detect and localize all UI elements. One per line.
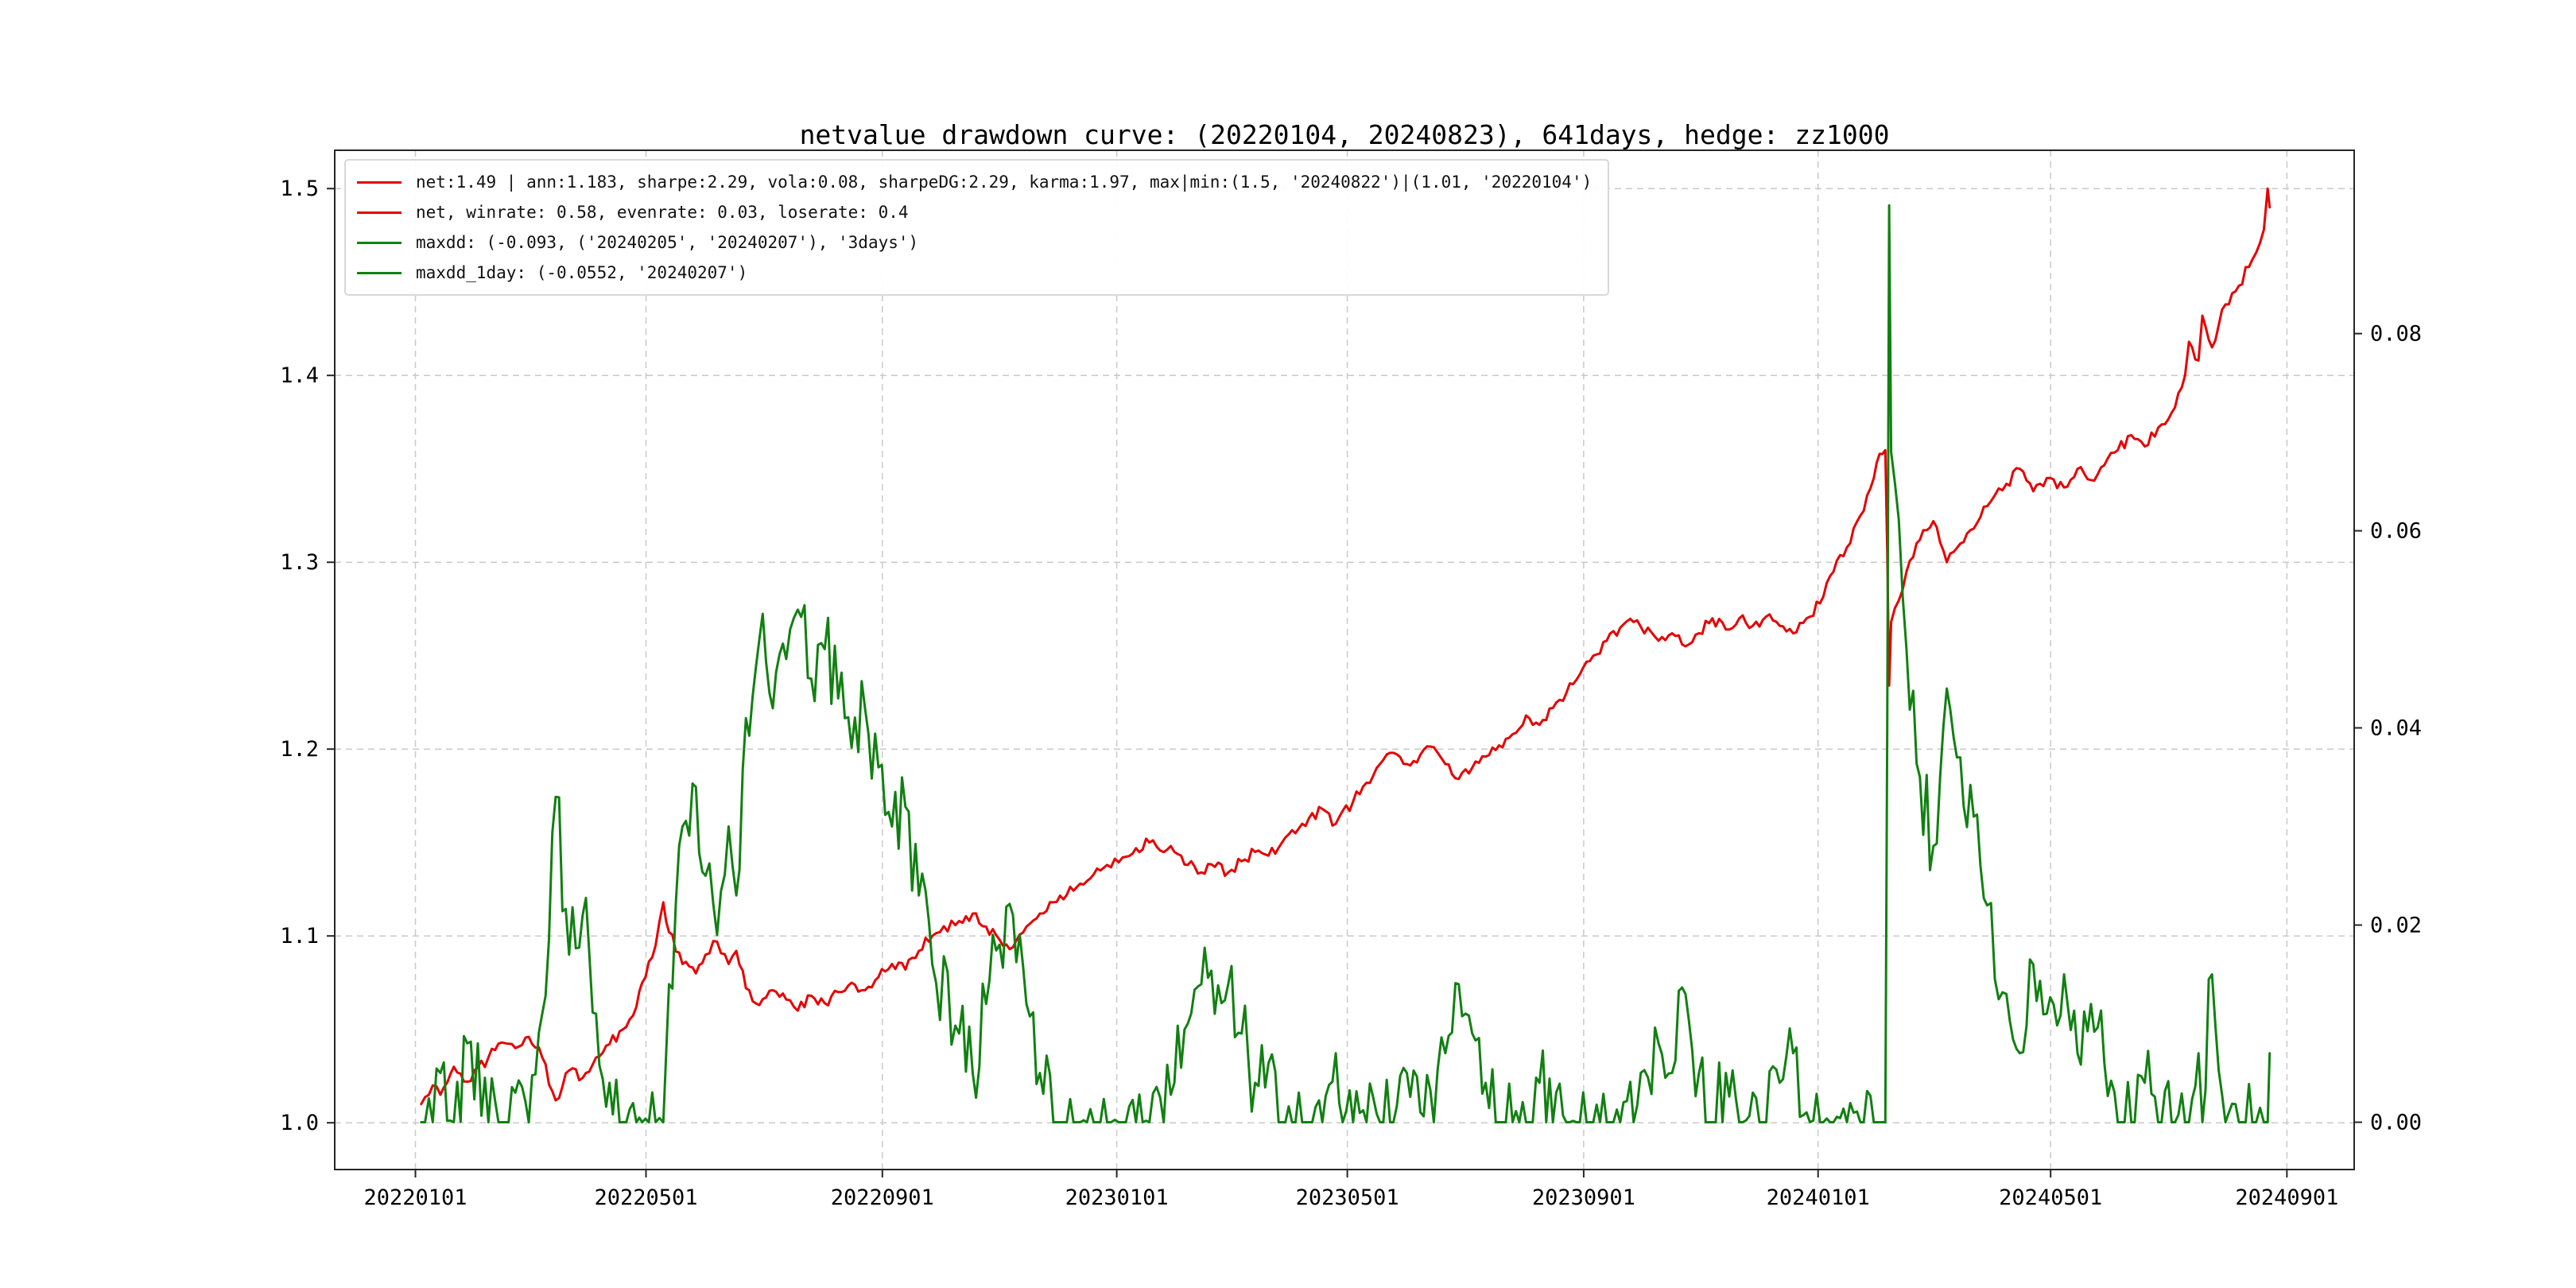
axis-ticks-and-labels: 20220101 20220501 20220901 20230101 20230501… [280,177,2422,1210]
series-lines [420,187,2271,1123]
legend-item-net-winrate: net, winrate: 0.58, evenrate: 0.03, lose… [357,197,1592,227]
svg-text:20220101: 20220101 [363,1185,467,1210]
legend-label-net-winrate: net, winrate: 0.58, evenrate: 0.03, lose… [416,203,909,222]
legend-label-maxdd: maxdd: (-0.093, ('20240205', '20240207')… [416,233,919,252]
svg-text:20230501: 20230501 [1296,1185,1399,1210]
grid-lines [335,150,2354,1170]
svg-text:20240101: 20240101 [1767,1185,1870,1210]
net-series-line [420,187,2271,1106]
svg-text:1.5: 1.5 [280,177,319,201]
legend-item-maxdd: maxdd: (-0.093, ('20240205', '20240207')… [357,227,1592,258]
svg-text:0.04: 0.04 [2370,716,2422,741]
svg-text:0.00: 0.00 [2370,1111,2422,1135]
svg-text:1.4: 1.4 [280,363,319,388]
svg-text:20240901: 20240901 [2235,1185,2338,1210]
legend-item-maxdd-1day: maxdd_1day: (-0.0552, '20240207') [357,258,1592,288]
legend-label-maxdd-1day: maxdd_1day: (-0.0552, '20240207') [416,263,748,282]
svg-text:0.08: 0.08 [2370,322,2422,347]
legend-box: net:1.49 | ann:1.183, sharpe:2.29, vola:… [344,159,1610,296]
svg-text:20240501: 20240501 [1999,1185,2102,1210]
chart-title: netvalue drawdown curve: (20220104, 2024… [799,119,1890,150]
svg-text:20220901: 20220901 [831,1185,934,1210]
svg-text:1.1: 1.1 [280,924,319,949]
net-winrate-line-sample [357,211,402,214]
maxdd-line-sample [357,241,402,244]
maxdd-1day-line-sample [357,271,402,274]
drawdown-series-line [420,204,2271,1123]
svg-text:1.0: 1.0 [280,1111,319,1135]
svg-text:20230101: 20230101 [1065,1185,1169,1210]
svg-text:20220501: 20220501 [594,1185,697,1210]
svg-text:20230901: 20230901 [1532,1185,1635,1210]
svg-text:0.06: 0.06 [2370,519,2422,544]
axes-border [334,149,2355,1170]
svg-text:0.02: 0.02 [2370,914,2422,938]
net-line-sample [357,180,402,184]
svg-text:1.3: 1.3 [280,550,319,575]
legend-item-net-stats: net:1.49 | ann:1.183, sharpe:2.29, vola:… [357,167,1592,197]
legend-label-net-stats: net:1.49 | ann:1.183, sharpe:2.29, vola:… [416,173,1593,192]
svg-text:1.2: 1.2 [280,737,319,762]
